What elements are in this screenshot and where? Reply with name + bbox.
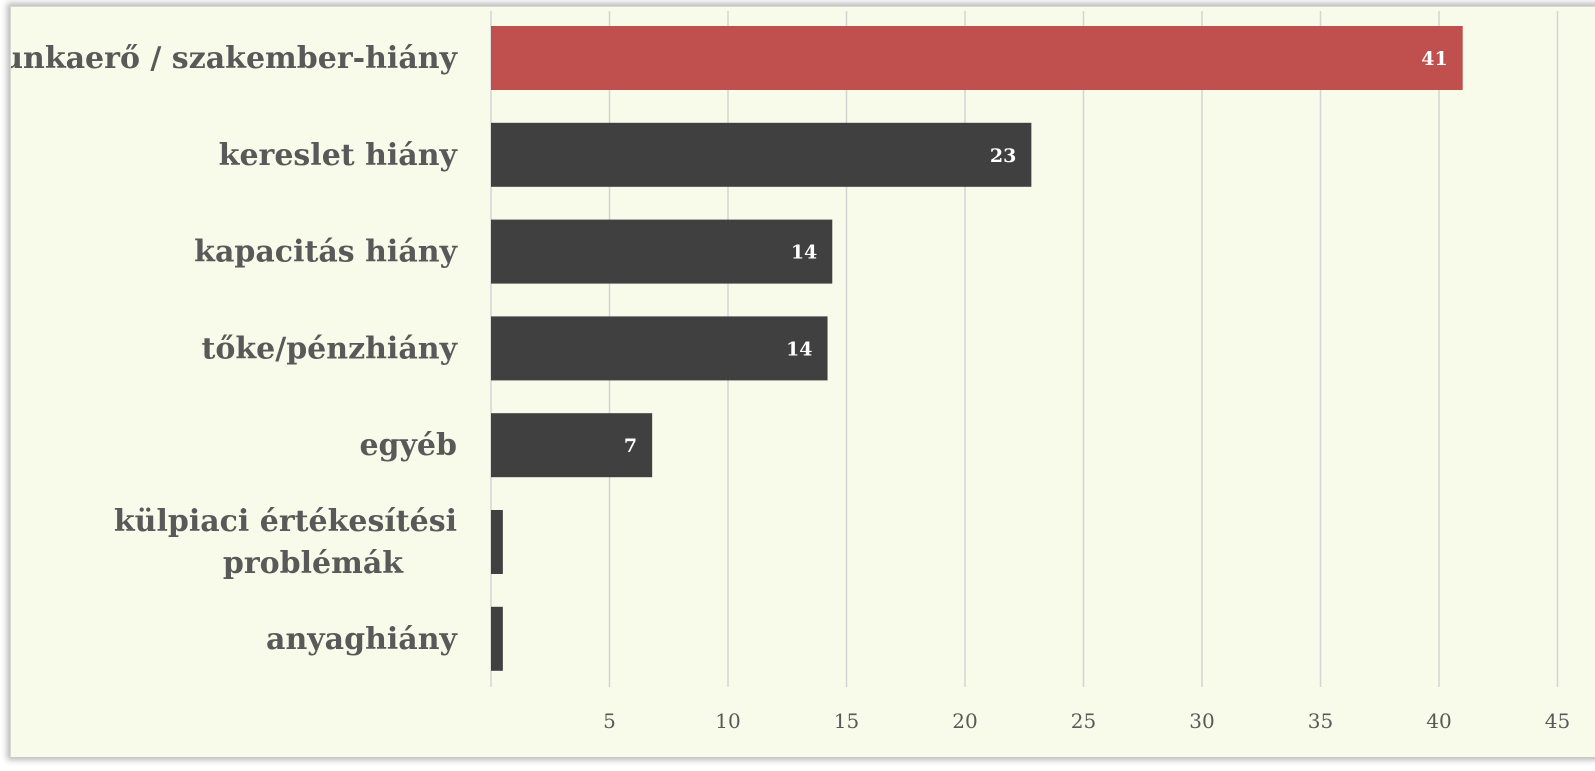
x-tick-label: 15 [834, 709, 859, 733]
bar-chart: 41 23 14 14 7 munkaerő / szakember-hiány kere… [11, 11, 1570, 733]
bar-4 [491, 413, 653, 478]
x-tick-label: 40 [1426, 709, 1451, 733]
data-label: 41 [1421, 48, 1447, 70]
x-tick-label: 20 [952, 709, 977, 733]
x-tick-label: 45 [1545, 709, 1570, 733]
bar-3 [491, 316, 828, 381]
data-label: 23 [990, 145, 1016, 167]
category-label: tőke/pénzhiány [202, 331, 459, 366]
bar-2 [491, 219, 833, 284]
category-label: problémák [223, 546, 404, 581]
category-label: kapacitás hiány [194, 235, 458, 270]
category-labels: munkaerő / szakember-hiány kereslet hiány… [11, 41, 459, 657]
chart-frame: 41 23 14 14 7 munkaerő / szakember-hiány kere… [10, 6, 1595, 757]
data-label: 14 [791, 242, 817, 264]
data-label: 7 [624, 435, 637, 457]
x-tick-label: 5 [603, 709, 616, 733]
bars: 41 23 14 14 7 [491, 26, 1463, 671]
x-tick-label: 30 [1189, 709, 1214, 733]
x-axis-ticks: 5 10 15 20 25 30 35 40 45 [603, 709, 1570, 733]
bar-5 [491, 510, 503, 574]
category-label: külpiaci értékesítési [114, 504, 457, 539]
category-label: egyéb [359, 428, 457, 463]
data-label: 14 [786, 338, 812, 360]
bar-0 [491, 26, 1463, 90]
x-tick-label: 25 [1071, 709, 1096, 733]
bar-6 [491, 606, 503, 671]
x-tick-label: 10 [715, 709, 740, 733]
category-label: kereslet hiány [219, 138, 459, 173]
category-label: munkaerő / szakember-hiány [11, 41, 459, 76]
category-label: anyaghiány [266, 622, 459, 657]
bar-1 [491, 122, 1032, 187]
x-tick-label: 35 [1308, 709, 1333, 733]
